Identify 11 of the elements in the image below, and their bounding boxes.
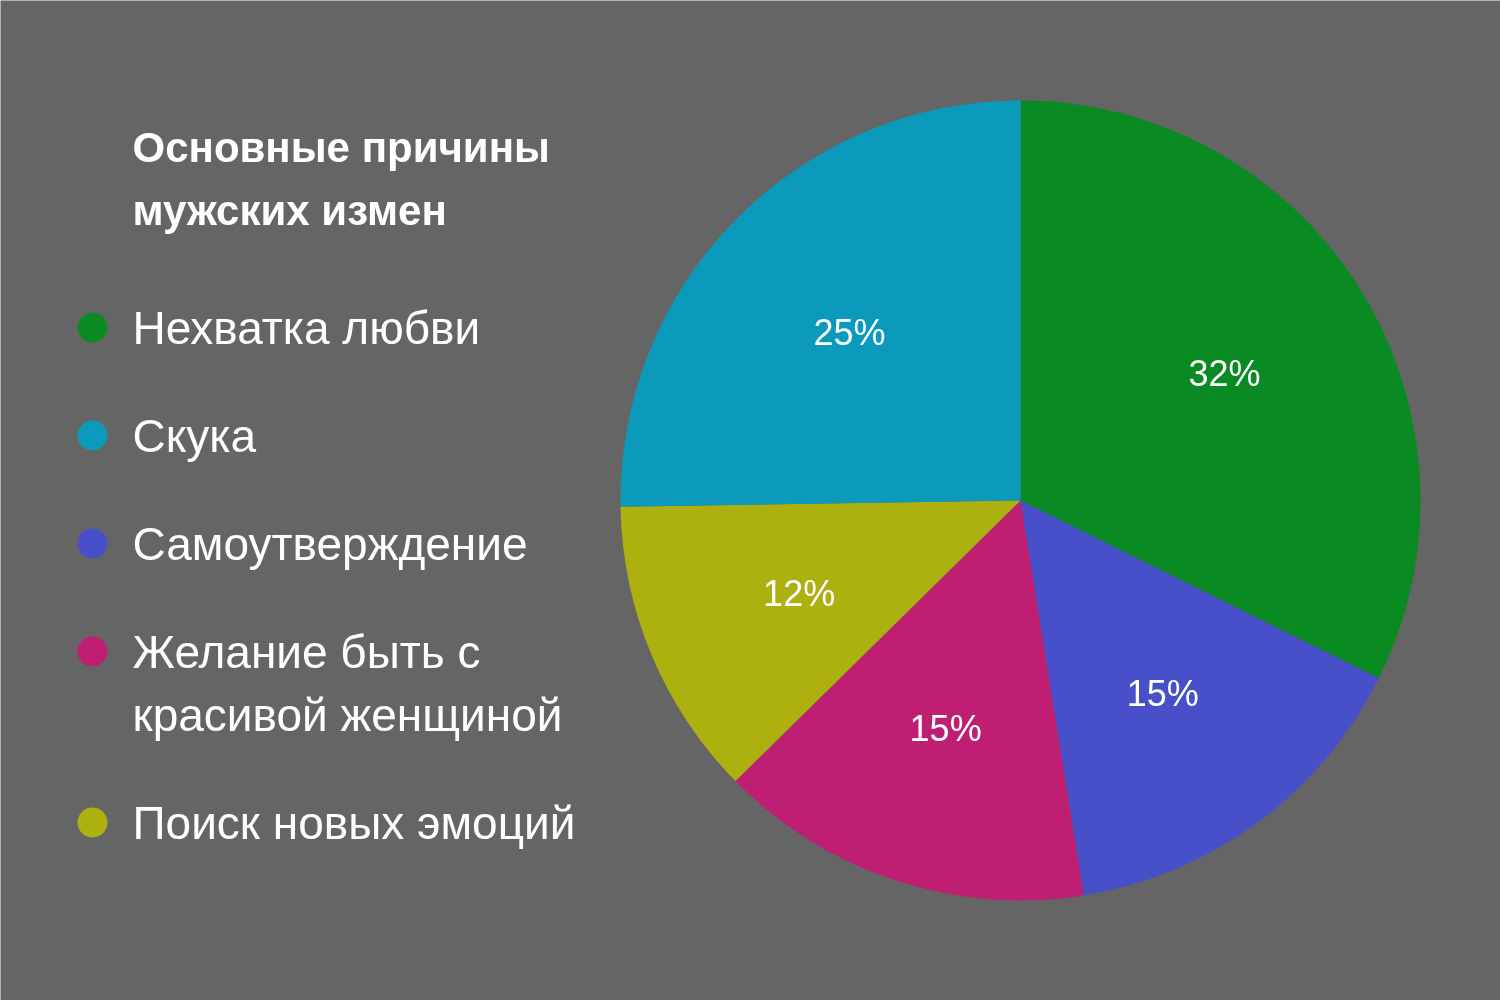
text: Основные причины мужских измен (132, 124, 550, 234)
legend-label: Скука (132, 409, 257, 462)
data-label: 15% (1126, 673, 1199, 715)
data-label: 25% (813, 311, 886, 353)
data-label: 32% (1188, 353, 1261, 395)
legend-label: Желание быть с красивой женщиной (132, 625, 563, 741)
legend-label: Нехватка любви (132, 301, 481, 354)
legend-label: Поиск новых эмоций (132, 796, 576, 849)
legend-label: Самоутверждение (132, 517, 528, 570)
data-label: 15% (909, 708, 982, 750)
data-label: 12% (763, 572, 836, 614)
